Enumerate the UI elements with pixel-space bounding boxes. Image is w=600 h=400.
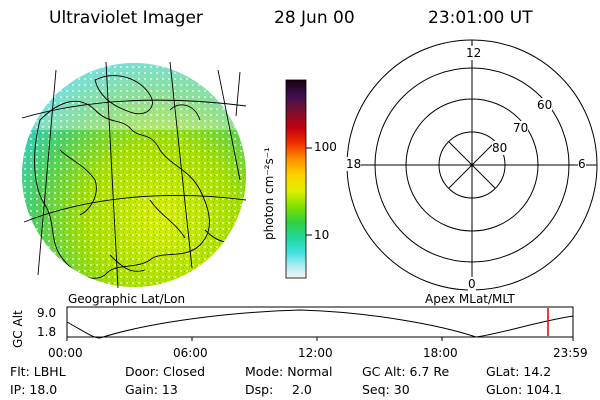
- mlt-label-18: 18: [346, 157, 362, 171]
- altitude-ylabel: GC Alt: [11, 310, 25, 348]
- map-caption: Geographic Lat/Lon: [68, 292, 186, 306]
- intensity-colorbar: [285, 79, 312, 279]
- mlt-label-0: 0: [468, 277, 476, 291]
- door-status: Door: Closed: [125, 364, 206, 379]
- altitude-plot: [66, 306, 574, 341]
- mlat-label-80: 80: [492, 141, 508, 155]
- gc-alt-status: GC Alt: 6.7 Re: [362, 364, 450, 379]
- polar-plot: [346, 39, 598, 291]
- coastline: [34, 75, 236, 279]
- altitude-xtick-1200: 12:00: [298, 346, 333, 360]
- dsp-label: Dsp:: [245, 382, 274, 397]
- colorbar-tick-10: 10: [314, 228, 330, 242]
- mode-status: Mode: Normal: [245, 364, 333, 379]
- filter-status: Flt: LBHL: [10, 364, 66, 379]
- lat-lon-grid: [21, 61, 247, 289]
- earth-image: [21, 61, 247, 289]
- observation-time: 23:01:00 UT: [428, 8, 533, 28]
- app-title: Ultraviolet Imager: [49, 8, 203, 28]
- seq-status: Seq: 30: [362, 382, 410, 397]
- altitude-ytick-low: 1.8: [37, 325, 57, 339]
- altitude-xtick-0000: 00:00: [48, 346, 83, 360]
- colorbar-unit-label: photon cm⁻²s⁻¹: [262, 147, 276, 240]
- mlt-label-12: 12: [466, 46, 482, 60]
- altitude-ytick-high: 9.0: [37, 306, 57, 320]
- altitude-xtick-2359: 23:59: [553, 346, 588, 360]
- mlat-label-70: 70: [513, 121, 529, 135]
- gain-status: Gain: 13: [125, 382, 178, 397]
- altitude-xtick-1800: 18:00: [423, 346, 458, 360]
- glon-status: GLon: 104.1: [486, 382, 562, 397]
- ip-status: IP: 18.0: [10, 382, 58, 397]
- glat-status: GLat: 14.2: [486, 364, 552, 379]
- altitude-xtick-0600: 06:00: [173, 346, 208, 360]
- mlt-label-6: 6: [578, 157, 586, 171]
- colorbar-tick-100: 100: [314, 140, 337, 154]
- dsp-value: 2.0: [292, 382, 312, 397]
- observation-date: 28 Jun 00: [274, 8, 355, 28]
- mlat-label-60: 60: [537, 98, 553, 112]
- polar-caption: Apex MLat/MLT: [425, 292, 515, 306]
